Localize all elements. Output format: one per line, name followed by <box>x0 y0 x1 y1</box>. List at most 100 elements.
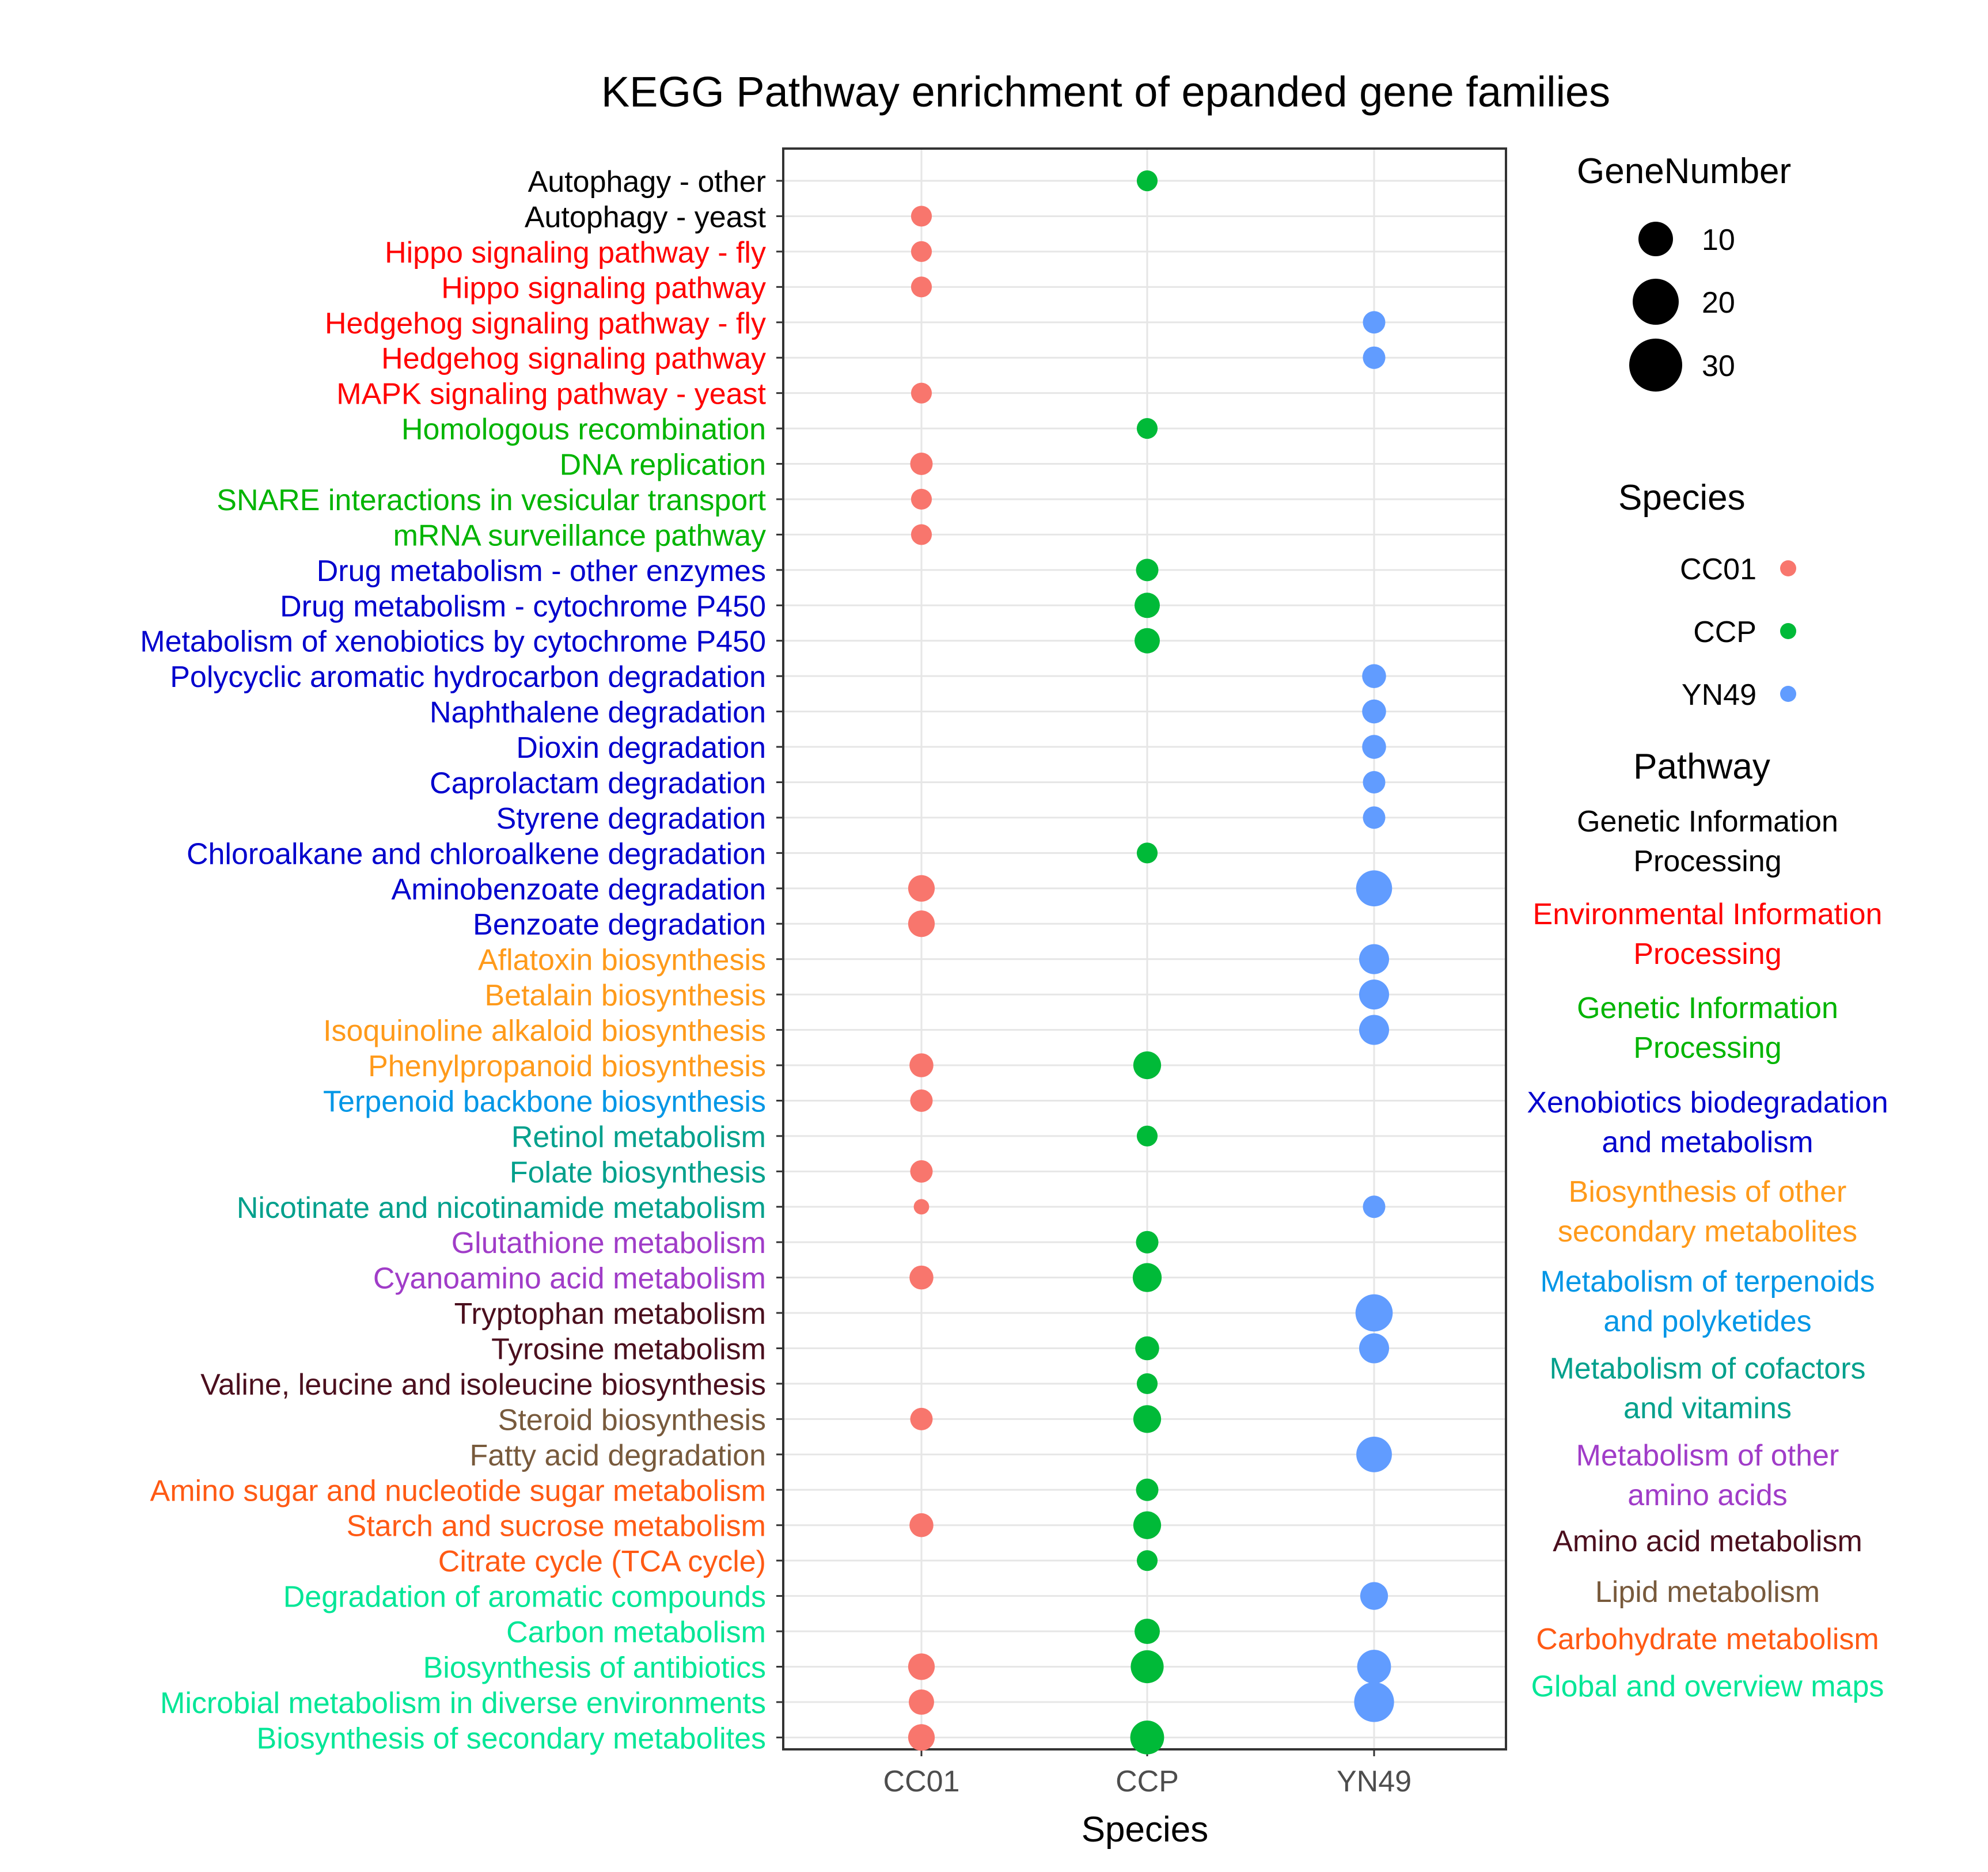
point-ccp-carbon-metabolism <box>1135 1619 1160 1645</box>
pathway-legend-class-3-line-0: Xenobiotics biodegradation <box>1527 1086 1888 1119</box>
x-tick-label-yn49: YN49 <box>1337 1765 1412 1798</box>
size-legend-title: GeneNumber <box>1577 151 1791 191</box>
point-yn49-aminobenzoate-degradation <box>1356 870 1393 907</box>
y-tick-label-glutathione-metabolism: Glutathione metabolism <box>452 1227 766 1260</box>
y-tick-label-fatty-acid-degradation: Fatty acid degradation <box>469 1439 766 1472</box>
pathway-legend-class-10-line-0: Carbohydrate metabolism <box>1536 1623 1879 1656</box>
y-tick-label-starch-and-sucrose-metabolism: Starch and sucrose metabolism <box>347 1510 766 1543</box>
size-legend-key-20 <box>1633 279 1679 325</box>
point-yn49-tyrosine-metabolism <box>1359 1333 1390 1364</box>
point-cc01-steroid-biosynthesis <box>910 1407 933 1430</box>
point-ccp-biosynthesis-of-secondary-metabolites <box>1130 1720 1164 1755</box>
species-legend-key-yn49 <box>1780 686 1796 702</box>
point-cc01-hippo-signaling-pathway-fly <box>910 241 932 262</box>
point-ccp-retinol-metabolism <box>1136 1125 1158 1146</box>
point-cc01-biosynthesis-of-secondary-metabolites <box>908 1724 935 1751</box>
species-legend-label-ccp: CCP <box>1693 616 1756 649</box>
y-tick-label-drug-metabolism-other-enzymes: Drug metabolism - other enzymes <box>317 555 766 588</box>
point-yn49-degradation-of-aromatic-compounds <box>1360 1582 1388 1610</box>
point-ccp-glutathione-metabolism <box>1136 1231 1159 1254</box>
y-tick-label-nicotinate-and-nicotinamide-metabolism: Nicotinate and nicotinamide metabolism <box>237 1191 766 1225</box>
point-ccp-starch-and-sucrose-metabolism <box>1133 1511 1162 1539</box>
y-tick-label-steroid-biosynthesis: Steroid biosynthesis <box>498 1403 766 1437</box>
pathway-legend-class-1-line-1: Processing <box>1633 937 1781 971</box>
size-legend-label-10: 10 <box>1702 223 1735 257</box>
point-cc01-cyanoamino-acid-metabolism <box>909 1265 934 1290</box>
y-tick-label-amino-sugar-and-nucleotide-sugar-metabolism: Amino sugar and nucleotide sugar metabol… <box>150 1474 766 1508</box>
pathway-legend-class-7-line-0: Metabolism of other <box>1576 1439 1839 1472</box>
y-tick-label-aminobenzoate-degradation: Aminobenzoate degradation <box>392 873 766 906</box>
x-axis-labels: CC01 CCP YN49 <box>883 1765 1412 1798</box>
point-cc01-hippo-signaling-pathway <box>910 276 932 298</box>
y-tick-label-metabolism-of-xenobiotics-by-cytochrome-p450: Metabolism of xenobiotics by cytochrome … <box>140 625 766 659</box>
point-yn49-betalain-biosynthesis <box>1359 979 1390 1010</box>
pathway-legend-class-11-line-0: Global and overview maps <box>1531 1670 1884 1703</box>
pathway-legend-class-3-line-1: and metabolism <box>1602 1126 1813 1159</box>
species-legend-label-yn49: YN49 <box>1682 678 1756 712</box>
point-yn49-isoquinoline-alkaloid-biosynthesis <box>1359 1015 1390 1045</box>
species-legend-key-cc01 <box>1780 560 1796 576</box>
grid-lines <box>783 149 1506 1749</box>
y-tick-label-hippo-signaling-pathway: Hippo signaling pathway <box>441 271 766 305</box>
pathway-legend-class-5-line-0: Metabolism of terpenoids <box>1541 1265 1875 1298</box>
pathway-legend-class-4-line-1: secondary metabolites <box>1558 1215 1857 1248</box>
y-tick-label-styrene-degradation: Styrene degradation <box>496 802 766 836</box>
y-tick-marks <box>776 180 783 1738</box>
y-tick-label-mapk-signaling-pathway-yeast: MAPK signaling pathway - yeast <box>336 378 766 411</box>
pathway-legend-class-0-line-0: Genetic Information <box>1577 805 1838 838</box>
point-ccp-drug-metabolism-cytochrome-p450 <box>1135 593 1160 618</box>
legends: GeneNumber 10 20 30 Species CC01 CCP YN49 Pathwa… <box>1527 151 1888 1703</box>
y-tick-label-dna-replication: DNA replication <box>560 449 766 482</box>
point-yn49-aflatoxin-biosynthesis <box>1359 944 1390 974</box>
point-yn49-biosynthesis-of-antibiotics <box>1357 1650 1391 1684</box>
point-ccp-citrate-cycle-tca-cycle <box>1136 1550 1158 1571</box>
point-ccp-biosynthesis-of-antibiotics <box>1130 1650 1164 1684</box>
point-yn49-polycyclic-aromatic-hydrocarbon-degradation <box>1362 664 1386 688</box>
point-cc01-mapk-signaling-pathway-yeast <box>910 382 932 404</box>
y-tick-label-citrate-cycle-tca-cycle: Citrate cycle (TCA cycle) <box>438 1545 766 1578</box>
point-cc01-benzoate-degradation <box>908 910 935 937</box>
species-legend-title: Species <box>1618 478 1746 518</box>
y-tick-label-homologous-recombination: Homologous recombination <box>401 413 766 446</box>
x-tick-label-cc01: CC01 <box>883 1765 960 1798</box>
y-tick-label-biosynthesis-of-antibiotics: Biosynthesis of antibiotics <box>423 1651 766 1684</box>
y-tick-label-dioxin-degradation: Dioxin degradation <box>516 731 766 765</box>
point-yn49-dioxin-degradation <box>1362 735 1386 759</box>
point-cc01-mrna-surveillance-pathway <box>910 524 932 545</box>
y-tick-label-snare-interactions-in-vesicular-transport: SNARE interactions in vesicular transpor… <box>217 484 766 517</box>
point-ccp-phenylpropanoid-biosynthesis <box>1133 1051 1162 1080</box>
y-tick-label-chloroalkane-and-chloroalkene-degradation: Chloroalkane and chloroalkene degradatio… <box>187 837 766 871</box>
size-legend-key-10 <box>1638 222 1673 256</box>
pathway-legend-class-1-line-0: Environmental Information <box>1533 898 1883 931</box>
y-tick-label-microbial-metabolism-in-diverse-environments: Microbial metabolism in diverse environm… <box>160 1687 766 1720</box>
chart-title: KEGG Pathway enrichment of epanded gene … <box>601 68 1610 116</box>
y-tick-label-biosynthesis-of-secondary-metabolites: Biosynthesis of secondary metabolites <box>257 1722 766 1755</box>
point-yn49-styrene-degradation <box>1363 806 1386 829</box>
point-ccp-tyrosine-metabolism <box>1135 1336 1159 1361</box>
point-ccp-metabolism-of-xenobiotics-by-cytochrome-p450 <box>1135 628 1160 654</box>
point-cc01-dna-replication <box>910 453 933 476</box>
y-tick-label-carbon-metabolism: Carbon metabolism <box>506 1616 766 1649</box>
plot-panel-border <box>782 147 1507 1751</box>
y-tick-label-benzoate-degradation: Benzoate degradation <box>473 908 766 941</box>
size-legend-key-30 <box>1629 339 1682 392</box>
pathway-legend-class-6-line-1: and vitamins <box>1623 1392 1792 1425</box>
size-legend-label-30: 30 <box>1702 350 1735 383</box>
x-tick-label-ccp: CCP <box>1116 1765 1179 1798</box>
y-tick-label-caprolactam-degradation: Caprolactam degradation <box>430 766 766 800</box>
pathway-legend-class-2-line-1: Processing <box>1633 1031 1781 1065</box>
species-legend-key-ccp <box>1780 623 1796 639</box>
y-tick-label-hedgehog-signaling-pathway: Hedgehog signaling pathway <box>381 342 766 375</box>
y-tick-label-autophagy-yeast: Autophagy - yeast <box>525 200 767 234</box>
pathway-legend-class-2-line-0: Genetic Information <box>1577 992 1838 1025</box>
y-tick-label-hippo-signaling-pathway-fly: Hippo signaling pathway - fly <box>385 236 766 269</box>
size-legend-label-20: 20 <box>1702 286 1735 320</box>
point-ccp-homologous-recombination <box>1136 418 1158 439</box>
point-ccp-cyanoamino-acid-metabolism <box>1132 1263 1162 1292</box>
y-tick-label-phenylpropanoid-biosynthesis: Phenylpropanoid biosynthesis <box>368 1050 766 1083</box>
y-tick-label-retinol-metabolism: Retinol metabolism <box>511 1121 766 1154</box>
y-tick-label-betalain-biosynthesis: Betalain biosynthesis <box>484 979 766 1012</box>
y-tick-label-polycyclic-aromatic-hydrocarbon-degradation: Polycyclic aromatic hydrocarbon degradat… <box>170 660 766 694</box>
